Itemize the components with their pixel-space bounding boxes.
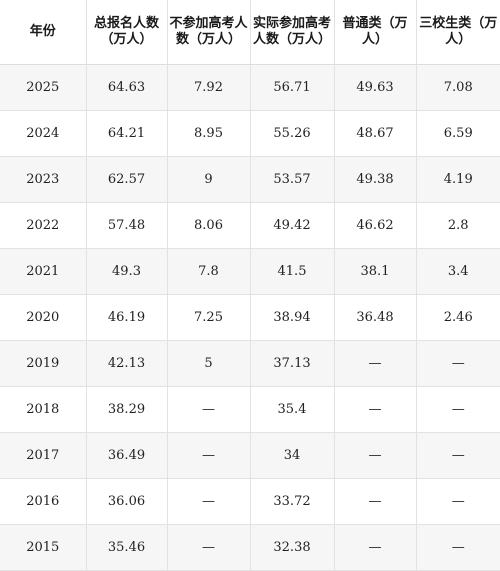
- cell-actual-takers: 35.4: [250, 386, 335, 433]
- table-row: 2022 57.48 8.06 49.42 46.62 2.8: [0, 202, 500, 249]
- cell-year: 2023: [0, 156, 87, 203]
- cell-year: 2021: [0, 248, 87, 295]
- cell-vocational-category: 3.4: [416, 248, 500, 295]
- cell-vocational-category: —: [416, 478, 500, 525]
- cell-general-category: —: [334, 524, 417, 571]
- cell-total-applicants: 36.49: [86, 432, 168, 479]
- table-row: 2020 46.19 7.25 38.94 36.48 2.46: [0, 294, 500, 341]
- cell-total-applicants: 64.63: [86, 64, 168, 111]
- cell-actual-takers: 32.38: [250, 524, 335, 571]
- cell-not-taking-exam: 9: [167, 156, 251, 203]
- table-row: 2015 35.46 — 32.38 — —: [0, 524, 500, 571]
- header-not-taking-exam: 不参加高考人数（万人）: [167, 0, 251, 65]
- cell-general-category: —: [334, 432, 417, 479]
- cell-year: 2024: [0, 110, 87, 157]
- cell-total-applicants: 62.57: [86, 156, 168, 203]
- cell-year: 2017: [0, 432, 87, 479]
- header-total-applicants: 总报名人数（万人）: [86, 0, 168, 65]
- header-actual-takers: 实际参加高考人数（万人）: [250, 0, 335, 65]
- cell-total-applicants: 35.46: [86, 524, 168, 571]
- header-row: 年份 总报名人数（万人） 不参加高考人数（万人） 实际参加高考人数（万人） 普通…: [0, 0, 500, 65]
- table-row: 2016 36.06 — 33.72 — —: [0, 478, 500, 525]
- header-general-category: 普通类（万人）: [334, 0, 417, 65]
- cell-actual-takers: 33.72: [250, 478, 335, 525]
- cell-vocational-category: 2.46: [416, 294, 500, 341]
- cell-actual-takers: 41.5: [250, 248, 335, 295]
- cell-not-taking-exam: —: [167, 386, 251, 433]
- cell-general-category: 46.62: [334, 202, 417, 249]
- cell-actual-takers: 53.57: [250, 156, 335, 203]
- table-row: 2018 38.29 — 35.4 — —: [0, 386, 500, 433]
- cell-general-category: 38.1: [334, 248, 417, 295]
- cell-vocational-category: 2.8: [416, 202, 500, 249]
- table-row: 2017 36.49 — 34 — —: [0, 432, 500, 479]
- cell-year: 2025: [0, 64, 87, 111]
- cell-general-category: 36.48: [334, 294, 417, 341]
- cell-total-applicants: 49.3: [86, 248, 168, 295]
- cell-actual-takers: 56.71: [250, 64, 335, 111]
- cell-actual-takers: 34: [250, 432, 335, 479]
- cell-not-taking-exam: —: [167, 478, 251, 525]
- cell-year: 2016: [0, 478, 87, 525]
- cell-not-taking-exam: 7.8: [167, 248, 251, 295]
- cell-not-taking-exam: 7.25: [167, 294, 251, 341]
- header-vocational-category: 三校生类（万人）: [416, 0, 500, 65]
- cell-general-category: 48.67: [334, 110, 417, 157]
- cell-not-taking-exam: 8.95: [167, 110, 251, 157]
- table-row: 2024 64.21 8.95 55.26 48.67 6.59: [0, 110, 500, 157]
- cell-total-applicants: 42.13: [86, 340, 168, 387]
- cell-year: 2022: [0, 202, 87, 249]
- header-year: 年份: [0, 0, 87, 65]
- cell-total-applicants: 64.21: [86, 110, 168, 157]
- cell-year: 2020: [0, 294, 87, 341]
- cell-actual-takers: 55.26: [250, 110, 335, 157]
- cell-total-applicants: 46.19: [86, 294, 168, 341]
- cell-total-applicants: 57.48: [86, 202, 168, 249]
- cell-total-applicants: 36.06: [86, 478, 168, 525]
- cell-vocational-category: —: [416, 340, 500, 387]
- cell-not-taking-exam: 5: [167, 340, 251, 387]
- table-row: 2021 49.3 7.8 41.5 38.1 3.4: [0, 248, 500, 295]
- cell-not-taking-exam: —: [167, 524, 251, 571]
- cell-vocational-category: 6.59: [416, 110, 500, 157]
- cell-general-category: —: [334, 386, 417, 433]
- cell-total-applicants: 38.29: [86, 386, 168, 433]
- table-row: 2023 62.57 9 53.57 49.38 4.19: [0, 156, 500, 203]
- cell-actual-takers: 49.42: [250, 202, 335, 249]
- table-row: 2019 42.13 5 37.13 — —: [0, 340, 500, 387]
- cell-actual-takers: 37.13: [250, 340, 335, 387]
- cell-not-taking-exam: —: [167, 432, 251, 479]
- cell-vocational-category: 7.08: [416, 64, 500, 111]
- cell-vocational-category: 4.19: [416, 156, 500, 203]
- cell-not-taking-exam: 7.92: [167, 64, 251, 111]
- cell-general-category: 49.38: [334, 156, 417, 203]
- cell-general-category: —: [334, 478, 417, 525]
- cell-year: 2015: [0, 524, 87, 571]
- cell-actual-takers: 38.94: [250, 294, 335, 341]
- table-row: 2025 64.63 7.92 56.71 49.63 7.08: [0, 64, 500, 111]
- cell-general-category: —: [334, 340, 417, 387]
- cell-vocational-category: —: [416, 386, 500, 433]
- cell-vocational-category: —: [416, 524, 500, 571]
- cell-year: 2018: [0, 386, 87, 433]
- cell-vocational-category: —: [416, 432, 500, 479]
- cell-general-category: 49.63: [334, 64, 417, 111]
- cell-year: 2019: [0, 340, 87, 387]
- cell-not-taking-exam: 8.06: [167, 202, 251, 249]
